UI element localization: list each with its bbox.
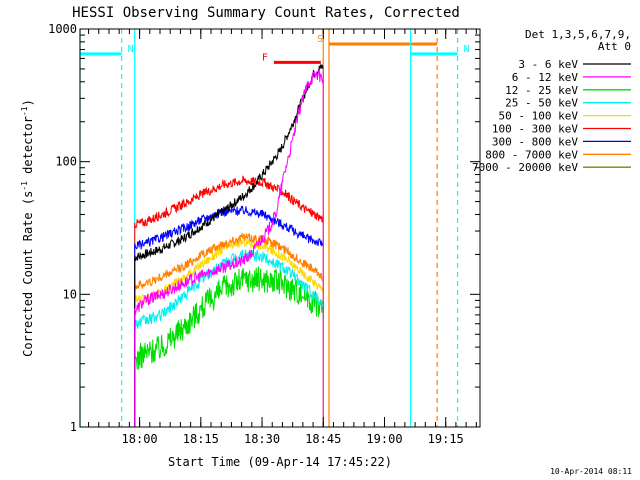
footer-timestamp: 10-Apr-2014 08:11 bbox=[550, 467, 632, 476]
legend-label: 25 - 50 keV bbox=[505, 97, 578, 110]
legend-label: 6 - 12 keV bbox=[512, 71, 579, 84]
y-tick-label: 100 bbox=[55, 155, 77, 169]
legend-label: 12 - 25 keV bbox=[505, 84, 578, 97]
legend-label: 800 - 7000 keV bbox=[485, 148, 578, 161]
y-axis-label-sup-2: -1 bbox=[20, 106, 29, 116]
legend-label: 7000 - 20000 keV bbox=[472, 161, 578, 174]
flag-label: S bbox=[317, 34, 323, 45]
x-tick-label: 18:15 bbox=[183, 432, 219, 446]
y-axis-label-sup-1: -1 bbox=[20, 181, 29, 191]
x-axis-ticks: 18:00 18:15 18:30 18:45 19:00 19:15 bbox=[88, 29, 477, 446]
y-axis-label-part-3: ) bbox=[21, 99, 35, 106]
series-lines bbox=[134, 64, 324, 427]
x-tick-label: 18:45 bbox=[305, 432, 341, 446]
series-line bbox=[134, 266, 324, 427]
series-line bbox=[134, 175, 324, 427]
observing-flags: N N F S bbox=[80, 34, 470, 64]
chart-title: HESSI Observing Summary Count Rates, Cor… bbox=[72, 5, 460, 21]
series-line bbox=[134, 232, 324, 427]
series-line bbox=[134, 205, 324, 427]
y-axis-label: Corrected Count Rate (s-1 detector-1) bbox=[20, 99, 35, 357]
legend-label: 300 - 800 keV bbox=[492, 135, 578, 148]
y-tick-label: 10 bbox=[63, 287, 77, 301]
y-axis-ticks: 1 10 100 1000 bbox=[48, 22, 480, 434]
y-axis-label-part-2: detector bbox=[21, 116, 35, 181]
flag-label: F bbox=[262, 52, 268, 63]
x-axis-label: Start Time (09-Apr-14 17:45:22) bbox=[168, 455, 392, 469]
legend-header-line-2: Att 0 bbox=[598, 40, 631, 53]
plot-frame bbox=[79, 28, 481, 428]
x-tick-label: 18:30 bbox=[244, 432, 280, 446]
y-tick-label: 1 bbox=[70, 420, 77, 434]
flag-label: N bbox=[464, 44, 470, 55]
series-line bbox=[134, 68, 324, 427]
y-tick-label: 1000 bbox=[48, 22, 77, 36]
series-line bbox=[134, 64, 324, 427]
legend-label: 3 - 6 keV bbox=[518, 58, 578, 71]
legend-label: 100 - 300 keV bbox=[492, 123, 578, 136]
legend-header-line-1: Det 1,3,5,6,7,9, bbox=[525, 28, 631, 41]
y-axis-label-part-1: Corrected Count Rate (s bbox=[21, 191, 35, 357]
legend-label: 50 - 100 keV bbox=[499, 110, 579, 123]
x-tick-label: 18:00 bbox=[122, 432, 158, 446]
x-tick-label: 19:00 bbox=[366, 432, 402, 446]
x-tick-label: 19:15 bbox=[428, 432, 464, 446]
flag-label: N bbox=[128, 44, 134, 55]
